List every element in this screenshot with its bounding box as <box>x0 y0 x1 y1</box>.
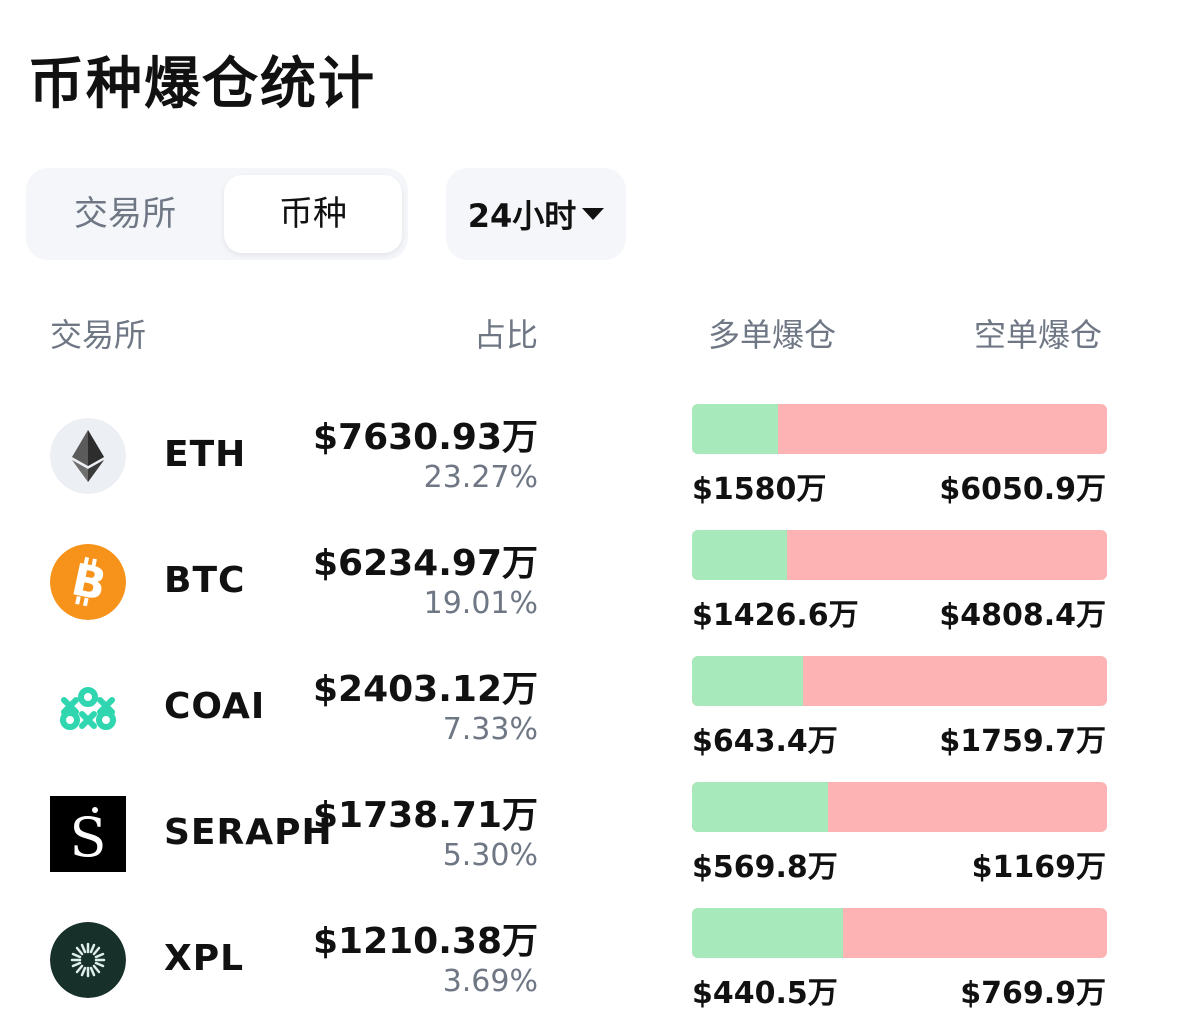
long-short-bar <box>692 404 1107 454</box>
caret-down-icon <box>582 208 605 220</box>
xpl-icon <box>50 922 126 998</box>
long-liquidation-value: $1426.6万 <box>692 598 859 633</box>
long-bar-fill <box>692 656 804 706</box>
column-header-name: 交易所 <box>50 316 147 354</box>
short-liquidation-value: $6050.9万 <box>939 472 1106 507</box>
long-liquidation-value: $440.5万 <box>692 976 838 1011</box>
coin-symbol: ETH <box>164 434 247 475</box>
long-short-bar <box>692 908 1107 958</box>
ethereum-icon <box>50 418 126 494</box>
liquidation-share: 7.33% <box>442 712 538 747</box>
short-liquidation-value: $769.9万 <box>960 976 1106 1011</box>
liquidation-amount: $1210.38万 <box>312 921 538 962</box>
coin-symbol: SERAPH <box>164 812 333 853</box>
column-header-share: 占比 <box>473 316 538 354</box>
svg-text:S: S <box>70 806 107 869</box>
long-bar-fill <box>692 908 844 958</box>
period-dropdown[interactable]: 24小时 <box>446 168 626 260</box>
long-liquidation-value: $643.4万 <box>692 724 838 759</box>
table-row[interactable]: ETH $7630.93万 23.27% $1580万 $6050.9万 <box>0 404 1178 514</box>
short-liquidation-value: $4808.4万 <box>939 598 1106 633</box>
long-short-bar <box>692 530 1107 580</box>
long-liquidation-value: $569.8万 <box>692 850 838 885</box>
coin-symbol: COAI <box>164 686 266 727</box>
coin-symbol: XPL <box>164 938 245 979</box>
column-header-long: 多单爆仓 <box>708 316 837 354</box>
bitcoin-icon: B <box>50 544 126 620</box>
long-liquidation-value: $1580万 <box>692 472 827 507</box>
tab-exchange[interactable]: 交易所 <box>74 194 176 234</box>
tab-coin[interactable]: 币种 <box>224 175 402 253</box>
coin-symbol: BTC <box>164 560 246 601</box>
table-row[interactable]: XPL $1210.38万 3.69% $440.5万 $769.9万 <box>0 908 1178 1018</box>
liquidation-share: 23.27% <box>423 460 538 495</box>
view-tabs: 交易所 币种 <box>26 168 408 260</box>
liquidation-amount: $2403.12万 <box>312 669 538 710</box>
column-header-short: 空单爆仓 <box>973 316 1102 354</box>
long-short-bar <box>692 656 1107 706</box>
liquidation-amount: $7630.93万 <box>312 417 538 458</box>
long-bar-fill <box>692 782 829 832</box>
table-row[interactable]: S SERAPH $1738.71万 5.30% $569.8万 $1169万 <box>0 782 1178 892</box>
long-short-bar <box>692 782 1107 832</box>
coai-icon <box>50 670 126 746</box>
liquidation-amount: $1738.71万 <box>312 795 538 836</box>
period-label: 24小时 <box>467 197 577 235</box>
short-liquidation-value: $1759.7万 <box>939 724 1106 759</box>
liquidation-share: 19.01% <box>423 586 538 621</box>
page-title: 币种爆仓统计 <box>28 52 376 117</box>
table-row[interactable]: B BTC $6234.97万 19.01% $1426.6万 $4808.4万 <box>0 530 1178 640</box>
liquidation-share: 3.69% <box>442 964 538 999</box>
seraph-icon: S <box>50 796 126 872</box>
long-bar-fill <box>692 404 778 454</box>
long-bar-fill <box>692 530 788 580</box>
liquidation-amount: $6234.97万 <box>312 543 538 584</box>
table-row[interactable]: COAI $2403.12万 7.33% $643.4万 $1759.7万 <box>0 656 1178 766</box>
liquidation-share: 5.30% <box>442 838 538 873</box>
short-liquidation-value: $1169万 <box>971 850 1106 885</box>
